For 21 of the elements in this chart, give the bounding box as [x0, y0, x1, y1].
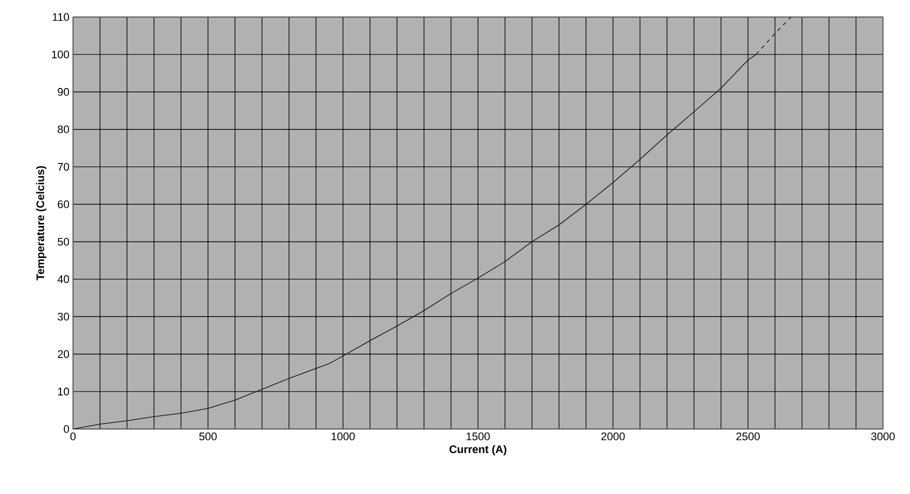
- y-tick-label: 80: [58, 125, 70, 134]
- y-tick-label: 90: [58, 88, 70, 96]
- x-tick-label: 0: [70, 432, 76, 440]
- x-tick-label: 2500: [736, 432, 760, 440]
- x-tick-label: 1000: [332, 432, 355, 440]
- y-tick-label: 70: [58, 162, 70, 171]
- y-tick-label: 0: [64, 425, 70, 433]
- y-tick-label: 40: [58, 275, 70, 284]
- y-tick-label: 20: [58, 350, 70, 358]
- y-tick-label: 110: [52, 13, 70, 21]
- y-tick-label: 10: [58, 388, 70, 396]
- x-tick-label: 500: [199, 432, 217, 440]
- y-tick-label: 100: [52, 50, 70, 58]
- y-tick-label: 50: [58, 238, 70, 246]
- y-tick-label: 30: [58, 312, 70, 321]
- y-tick-label: 60: [58, 200, 70, 208]
- x-axis-title: Current (A): [450, 445, 506, 456]
- y-axis-title: Temperature (Celcius): [36, 166, 46, 280]
- x-tick-label: 3000: [871, 432, 895, 440]
- x-tick-label: 1500: [466, 432, 490, 440]
- x-tick-label: 2000: [601, 432, 625, 440]
